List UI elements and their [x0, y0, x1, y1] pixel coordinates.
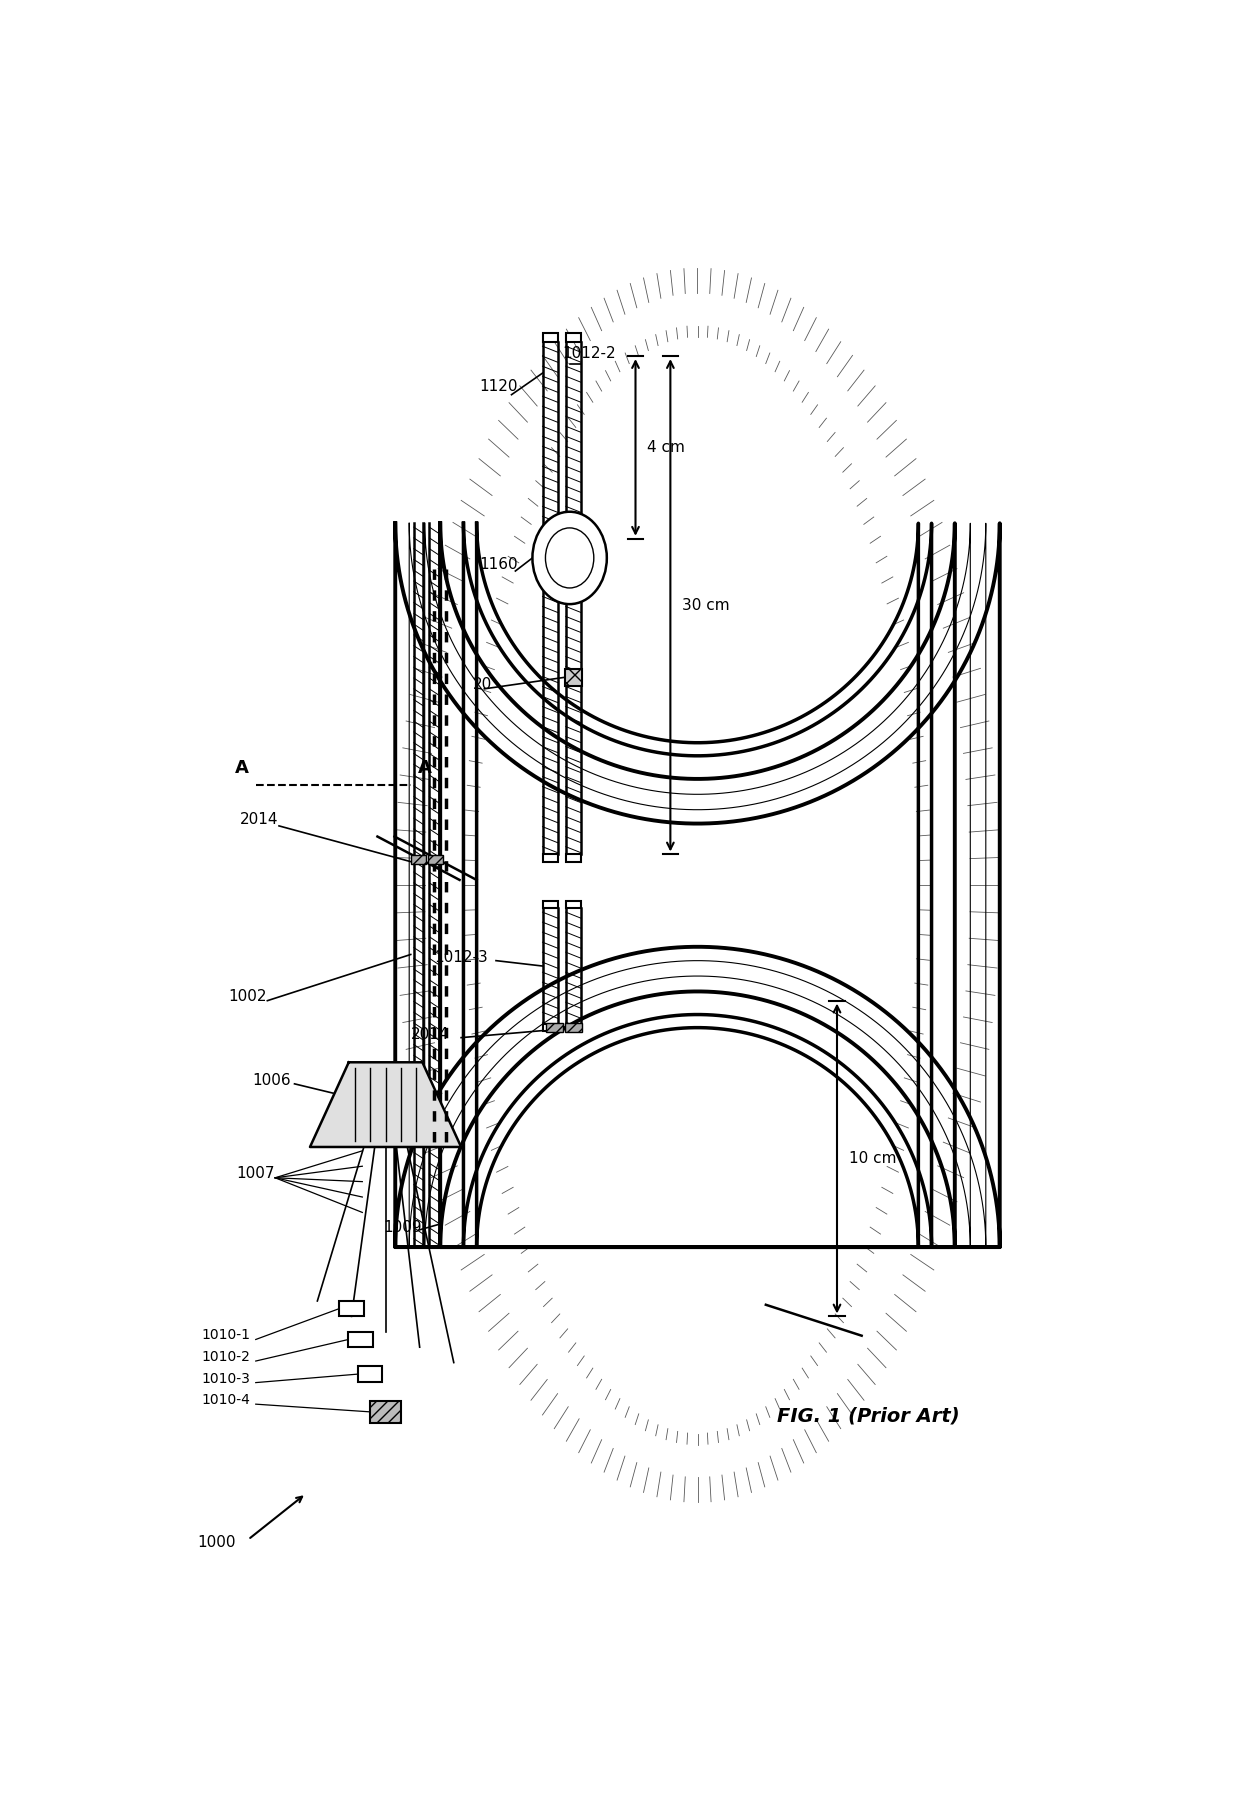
Bar [339, 1301, 363, 1317]
Text: 1002: 1002 [228, 988, 267, 1003]
Text: 4 cm: 4 cm [647, 440, 684, 456]
Text: 1009: 1009 [383, 1220, 423, 1234]
Bar [565, 1023, 582, 1032]
Bar [565, 901, 582, 908]
Text: 10 cm: 10 cm [848, 1152, 897, 1166]
Bar [410, 856, 427, 865]
Text: 1010-4: 1010-4 [201, 1394, 250, 1406]
Bar [543, 1024, 558, 1032]
Text: 1010-2: 1010-2 [201, 1351, 250, 1363]
Text: 2014: 2014 [410, 1028, 449, 1042]
Text: 1160: 1160 [479, 558, 517, 572]
Text: 1012-3: 1012-3 [434, 951, 487, 965]
Text: 1010-3: 1010-3 [201, 1372, 250, 1385]
Text: A: A [234, 759, 249, 777]
Ellipse shape [546, 527, 594, 588]
Bar [357, 1367, 382, 1381]
Bar [565, 1024, 582, 1032]
Text: 1012-2: 1012-2 [562, 346, 615, 361]
Bar [428, 856, 444, 865]
Text: 1006: 1006 [252, 1073, 290, 1089]
Bar [348, 1331, 373, 1347]
Bar [565, 669, 582, 685]
Bar [547, 1023, 563, 1032]
Text: 30 cm: 30 cm [682, 597, 729, 614]
Text: 20: 20 [472, 676, 492, 692]
Text: 1000: 1000 [197, 1536, 236, 1550]
Text: FIG. 1 (Prior Art): FIG. 1 (Prior Art) [776, 1406, 960, 1426]
Text: A: A [418, 759, 432, 777]
Text: 1010-1: 1010-1 [201, 1329, 250, 1342]
Polygon shape [310, 1062, 461, 1146]
Text: 1120: 1120 [479, 379, 517, 395]
Bar [543, 334, 558, 343]
Text: 2014: 2014 [241, 811, 279, 827]
Bar [543, 901, 558, 908]
Bar [565, 334, 582, 343]
Bar [565, 854, 582, 863]
Ellipse shape [532, 511, 606, 605]
Text: 1007: 1007 [237, 1166, 275, 1180]
Bar [370, 1401, 401, 1423]
Bar [543, 854, 558, 863]
